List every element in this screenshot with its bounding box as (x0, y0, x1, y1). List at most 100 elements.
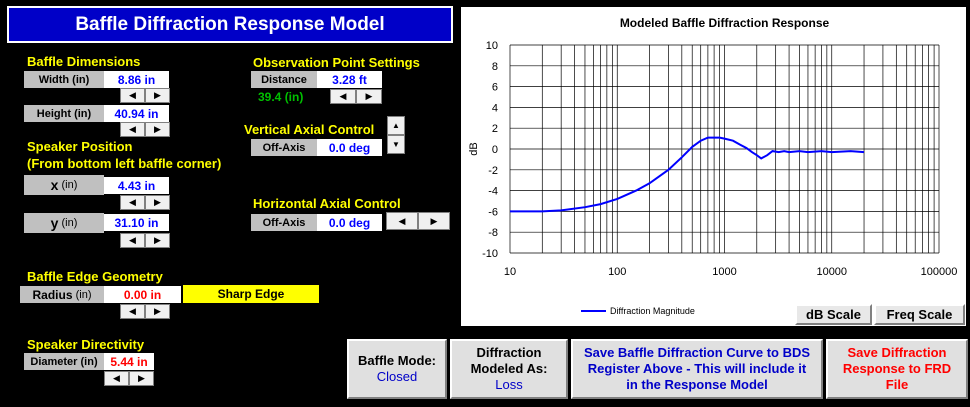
x-label: x (50, 177, 59, 193)
radius-label: Radius (in) (20, 286, 104, 303)
save-bds-line1: Save Baffle Diffraction Curve to BDS (583, 345, 811, 360)
legend-label: Diffraction Magnitude (610, 306, 695, 316)
edge-type-display: Sharp Edge (183, 285, 319, 303)
distance-decrement-button[interactable]: ◀ (330, 89, 356, 104)
height-increment-button[interactable]: ▶ (145, 122, 170, 137)
diameter-label: Diameter (in) (24, 353, 104, 370)
save-bds-line2: Register Above - This will include it (587, 361, 807, 376)
width-spinner[interactable]: ◀ ▶ (120, 88, 170, 103)
directivity-heading: Speaker Directivity (27, 337, 145, 352)
y-tick-label: 0 (492, 144, 498, 156)
radius-label-text: Radius (32, 287, 73, 302)
radius-spinner[interactable]: ◀ ▶ (120, 304, 170, 319)
y-unit: (in) (61, 217, 78, 229)
vertical-up-button[interactable]: ▲ (387, 116, 405, 135)
y-position-label: y (in) (24, 213, 104, 233)
save-bds-button[interactable]: Save Baffle Diffraction Curve to BDS Reg… (571, 339, 823, 399)
width-decrement-button[interactable]: ◀ (120, 88, 145, 103)
x-tick-label: 10 (504, 266, 516, 278)
x-decrement-button[interactable]: ◀ (120, 195, 145, 210)
chart-panel: Modeled Baffle Diffraction Response 10 8 6 4… (459, 5, 968, 328)
distance-value: 3.28 ft (317, 71, 382, 88)
y-tick-label: -2 (488, 165, 498, 177)
baffle-mode-label: Baffle Mode: (358, 353, 436, 368)
height-value: 40.94 in (104, 105, 169, 122)
distance-inches: 39.4 (in) (258, 90, 304, 104)
horizontal-axial-heading: Horizontal Axial Control (253, 196, 401, 211)
save-frd-button[interactable]: Save Diffraction Response to FRD File (826, 339, 968, 399)
series-line-diffraction (510, 136, 865, 213)
x-unit: (in) (61, 179, 78, 191)
x-tick-label: 10000 (816, 266, 847, 278)
vertical-axial-heading: Vertical Axial Control (244, 122, 375, 137)
x-tick-label: 1000 (712, 266, 736, 278)
vertical-offaxis-value: 0.0 deg (317, 139, 382, 156)
y-tick-label: 4 (492, 102, 498, 114)
radius-decrement-button[interactable]: ◀ (120, 304, 145, 319)
distance-label: Distance (251, 71, 317, 88)
horizontal-offaxis-value: 0.0 deg (317, 214, 382, 231)
diffraction-mode-value: Loss (495, 377, 523, 392)
height-label: Height (in) (24, 105, 104, 122)
horizontal-offaxis-label: Off-Axis (251, 214, 317, 231)
observation-heading: Observation Point Settings (253, 55, 420, 70)
horizontal-decrement-button[interactable]: ◀ (386, 212, 418, 230)
radius-increment-button[interactable]: ▶ (145, 304, 170, 319)
width-value: 8.86 in (104, 71, 169, 88)
distance-increment-button[interactable]: ▶ (356, 89, 382, 104)
x-position-spinner[interactable]: ◀ ▶ (120, 195, 170, 210)
width-label: Width (in) (24, 71, 104, 88)
diffraction-chart: Modeled Baffle Diffraction Response 10 8 6 4… (468, 16, 958, 316)
speaker-position-heading: Speaker Position (27, 139, 133, 154)
baffle-dimensions-heading: Baffle Dimensions (27, 54, 141, 69)
radius-unit: (in) (75, 288, 92, 301)
page-title: Baffle Diffraction Response Model (7, 6, 453, 43)
height-spinner[interactable]: ◀ ▶ (120, 122, 170, 137)
vertical-down-button[interactable]: ▼ (387, 135, 405, 154)
y-tick-label: -10 (482, 248, 498, 260)
y-tick-label: -8 (488, 227, 498, 239)
distance-spinner[interactable]: ◀ ▶ (330, 89, 382, 104)
y-tick-label: 6 (492, 82, 498, 94)
baffle-mode-button[interactable]: Baffle Mode: Closed (347, 339, 447, 399)
vertical-offaxis-label: Off-Axis (251, 139, 317, 156)
y-tick-label: 2 (492, 123, 498, 135)
x-tick-label: 100 (608, 266, 626, 278)
y-label: y (50, 215, 59, 231)
diameter-spinner[interactable]: ◀ ▶ (104, 371, 154, 386)
diameter-value: 5.44 in (104, 353, 154, 370)
diffraction-label-line1: Diffraction (476, 345, 542, 360)
y-tick-label: -4 (488, 186, 498, 198)
y-decrement-button[interactable]: ◀ (120, 233, 145, 248)
speaker-position-subheading: (From bottom left baffle corner) (27, 156, 222, 171)
width-increment-button[interactable]: ▶ (145, 88, 170, 103)
diameter-increment-button[interactable]: ▶ (129, 371, 154, 386)
save-frd-line3: File (885, 377, 909, 392)
freq-scale-button[interactable]: Freq Scale (874, 304, 965, 325)
y-position-value: 31.10 in (104, 214, 169, 231)
save-bds-line3: in the Response Model (626, 377, 768, 392)
vertical-offaxis-spinner[interactable]: ▲ ▼ (387, 116, 405, 154)
y-tick-label: 8 (492, 61, 498, 73)
x-position-label: x (in) (24, 175, 104, 195)
height-decrement-button[interactable]: ◀ (120, 122, 145, 137)
y-tick-label: -6 (488, 206, 498, 218)
x-increment-button[interactable]: ▶ (145, 195, 170, 210)
y-axis-label: dB (468, 142, 480, 155)
radius-value: 0.00 in (104, 286, 181, 303)
diffraction-label-line2: Modeled As: (470, 361, 548, 376)
edge-geometry-heading: Baffle Edge Geometry (27, 269, 163, 284)
baffle-mode-value: Closed (376, 369, 418, 384)
chart-title: Modeled Baffle Diffraction Response (620, 16, 830, 30)
y-increment-button[interactable]: ▶ (145, 233, 170, 248)
diameter-decrement-button[interactable]: ◀ (104, 371, 129, 386)
y-position-spinner[interactable]: ◀ ▶ (120, 233, 170, 248)
x-tick-label: 100000 (921, 266, 958, 278)
db-scale-button[interactable]: dB Scale (795, 304, 872, 325)
horizontal-offaxis-spinner[interactable]: ◀ ▶ (386, 212, 450, 230)
horizontal-increment-button[interactable]: ▶ (418, 212, 450, 230)
save-frd-line2: Response to FRD (842, 361, 952, 376)
x-position-value: 4.43 in (104, 177, 169, 194)
diffraction-mode-button[interactable]: Diffraction Modeled As: Loss (450, 339, 568, 399)
save-frd-line1: Save Diffraction (847, 345, 947, 360)
